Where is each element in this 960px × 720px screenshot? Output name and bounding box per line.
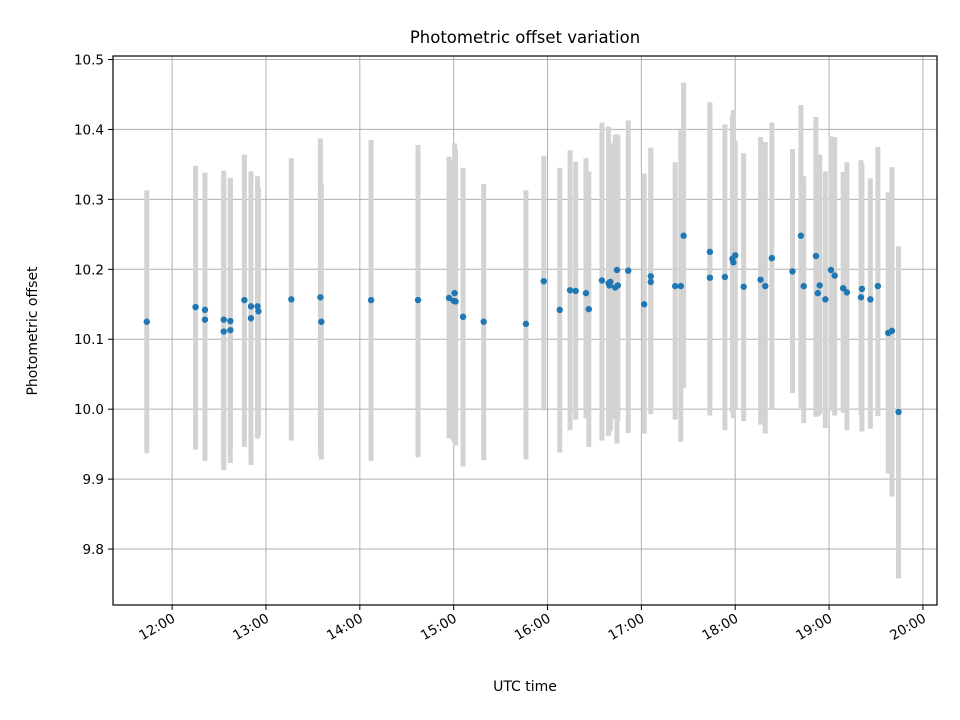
x-axis-label: UTC time — [493, 679, 557, 695]
data-point — [874, 282, 882, 290]
data-point — [220, 316, 227, 323]
data-point — [585, 305, 593, 313]
data-point — [843, 289, 851, 296]
data-point — [730, 259, 737, 266]
y-tick-label: 10.4 — [74, 122, 104, 138]
chart-title: Photometric offset variation — [410, 28, 640, 47]
data-point — [706, 274, 714, 281]
data-point — [789, 268, 796, 275]
data-point — [895, 408, 902, 416]
y-tick-label: 10.0 — [74, 402, 104, 418]
data-point — [367, 296, 375, 304]
data-point — [800, 282, 807, 290]
y-tick-label: 9.9 — [83, 472, 104, 488]
data-point — [831, 272, 838, 279]
y-axis-label: Photometric offset — [25, 266, 41, 396]
data-point — [317, 294, 324, 301]
data-point — [451, 289, 458, 297]
data-point — [721, 273, 729, 281]
data-point — [414, 296, 422, 304]
data-point — [227, 326, 234, 334]
data-point — [706, 248, 714, 256]
data-point — [677, 282, 684, 290]
data-point — [671, 282, 679, 290]
data-point — [192, 303, 199, 311]
data-point — [858, 285, 866, 293]
data-points — [143, 232, 902, 416]
data-point — [566, 287, 574, 294]
data-point — [647, 278, 654, 286]
data-point — [867, 296, 874, 303]
data-point — [839, 284, 847, 292]
data-point — [201, 306, 209, 314]
data-point — [732, 252, 739, 259]
data-point — [288, 296, 295, 303]
data-point — [625, 267, 632, 274]
y-tick-label: 10.5 — [74, 52, 104, 68]
data-point — [540, 277, 547, 285]
data-point — [797, 232, 805, 239]
data-point — [757, 276, 764, 283]
data-point — [247, 315, 255, 322]
data-point — [768, 254, 776, 262]
data-point — [613, 266, 621, 274]
data-point — [598, 277, 606, 284]
data-point — [647, 273, 654, 280]
data-point — [241, 296, 248, 304]
data-point — [812, 252, 820, 260]
data-point — [857, 294, 865, 301]
data-point — [816, 282, 823, 289]
data-point — [318, 318, 325, 325]
data-point — [247, 303, 255, 310]
y-tick-label: 10.2 — [74, 262, 104, 278]
data-point — [822, 296, 829, 303]
data-point — [452, 298, 459, 305]
data-point — [143, 318, 150, 325]
data-point — [640, 301, 648, 308]
data-point — [888, 327, 896, 335]
y-tick-label: 10.3 — [74, 192, 104, 208]
data-point — [522, 320, 530, 328]
data-point — [445, 294, 453, 302]
data-point — [762, 282, 769, 290]
data-point — [459, 313, 467, 321]
data-point — [556, 306, 563, 314]
data-point — [254, 303, 261, 310]
data-point — [572, 287, 579, 295]
data-point — [680, 232, 687, 239]
data-point — [827, 266, 835, 274]
data-point — [201, 316, 209, 323]
plot-frame — [112, 55, 938, 606]
data-point — [614, 282, 622, 289]
y-tick-label: 9.8 — [83, 542, 104, 558]
y-tick-label: 10.1 — [74, 332, 104, 348]
data-point — [814, 289, 822, 297]
data-point — [480, 318, 487, 325]
data-point — [255, 308, 262, 315]
data-point — [607, 278, 614, 286]
data-point — [740, 283, 747, 290]
data-point — [227, 317, 234, 325]
data-point — [220, 328, 227, 335]
data-point — [582, 289, 590, 297]
